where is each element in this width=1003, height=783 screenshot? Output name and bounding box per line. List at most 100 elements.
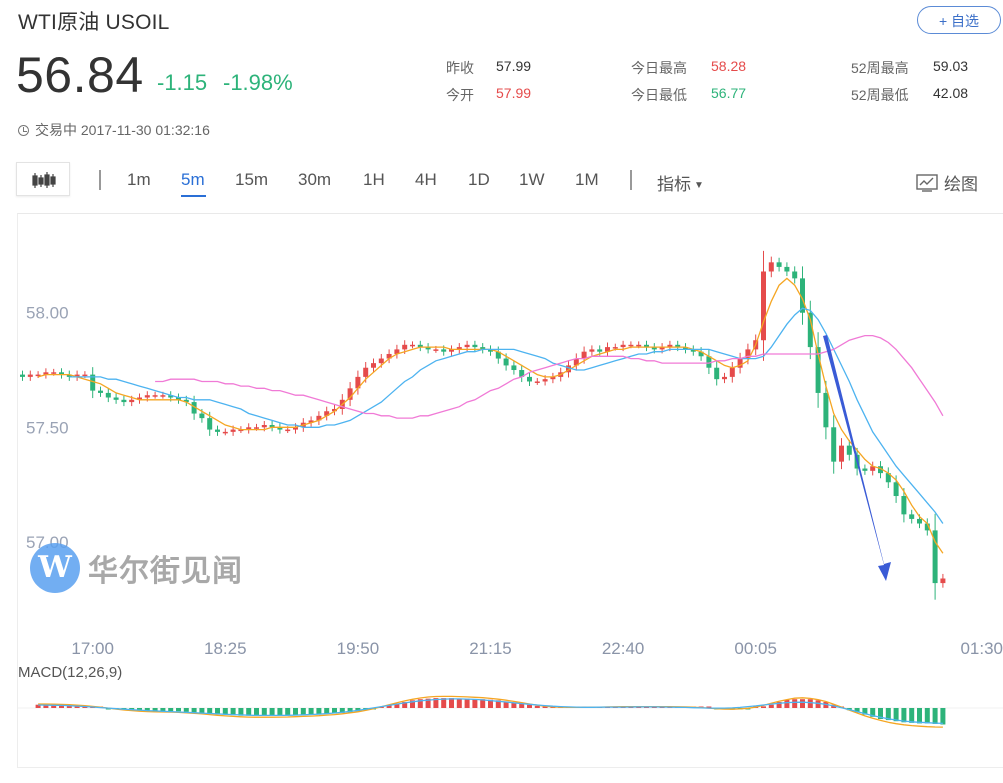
macd-bar [761,706,766,708]
period-15m[interactable]: 15m [235,170,269,189]
macd-bar [168,708,174,712]
candle [137,393,142,404]
macd-bar [480,699,486,708]
macd-bar [160,708,166,712]
candle [776,257,782,272]
draw-label: 绘图 [944,175,978,194]
candle [878,461,883,479]
last-price: 56.84 [16,47,144,103]
candle [683,343,688,354]
add-favorite-button[interactable]: + 自选 [917,6,1001,34]
stat-52w-low-label: 52周最低 [851,87,909,103]
stat-52w-high-label: 52周最高 [851,60,909,76]
macd-bar [152,708,158,712]
candle [27,370,33,381]
period-1mo[interactable]: 1M [575,170,599,189]
macd-bar [238,708,244,716]
macd-bar [534,705,540,708]
macd-bar [706,706,712,708]
candle [909,509,915,524]
candle [831,415,837,474]
wallstreetcn-logo: W [30,543,80,593]
candle [644,340,649,352]
y-tick-label: 58.00 [26,304,69,323]
candle [519,364,525,383]
macd-bar [870,708,876,717]
macd-bar [66,705,72,708]
candle [527,372,532,387]
macd-bar [144,708,150,712]
candle [277,423,283,434]
macd-bar [924,708,930,724]
macd-bar [901,708,907,723]
stat-52w-high-value: 59.03 [933,58,969,74]
x-tick-label: 22:40 [602,639,645,658]
candle [839,438,844,470]
candle [729,361,735,383]
stat-open-label: 今开 [446,87,474,103]
period-4h[interactable]: 4H [415,170,437,189]
annotation-arrow [823,335,891,581]
trading-status-text: 交易中 2017-11-30 01:32:16 [35,122,210,138]
macd-bar [425,698,431,708]
candle [66,370,72,381]
clock-icon [18,124,29,136]
candle [417,340,423,352]
macd-bar [355,708,361,712]
drawing-chart-icon [916,173,938,192]
candle [449,345,454,356]
candle [488,345,493,356]
macd-bar [792,699,798,708]
candle [690,345,696,356]
period-1d[interactable]: 1D [468,170,490,189]
macd-bar [862,708,868,715]
candle [768,256,774,278]
price-chart[interactable]: 58.00 57.50 57.00 17:00 18:25 19:50 21:15 22:4… [17,213,1003,768]
candle [152,391,158,399]
macd-bar [878,708,883,719]
stat-52w-low-value: 42.08 [933,85,969,101]
candle [246,423,252,434]
macd-bar [300,708,306,716]
macd-bar [433,698,439,708]
candle [90,367,96,399]
candle [885,467,891,489]
toolbar-divider [99,170,101,190]
macd-bar [293,708,298,716]
draw-button[interactable]: 绘图 [916,170,978,195]
macd-bar [332,708,337,714]
period-1m[interactable]: 1m [127,170,151,189]
x-tick-label: 17:00 [71,639,114,658]
macd-bar [176,708,181,712]
price-change-percent: -1.98% [223,70,293,95]
candle [43,368,49,379]
period-5m[interactable]: 5m [181,170,205,189]
period-1h[interactable]: 1H [363,170,385,189]
candle [215,425,220,436]
candle [737,352,743,374]
macd-bar [503,701,509,708]
indicators-dropdown[interactable]: 指标 ▼ [657,170,704,195]
x-tick-label: 21:15 [469,639,512,658]
candle [332,404,337,416]
macd-bar [199,708,205,713]
watermark: W 华尔街见闻 [30,543,243,593]
candle [846,439,852,461]
candle [425,343,431,354]
macd-bar [893,708,899,722]
macd-bar [339,708,345,713]
candle [347,382,353,407]
macd-bar [59,704,64,708]
macd-bar [511,702,517,708]
period-1w[interactable]: 1W [519,170,545,189]
macd-bar [386,705,392,708]
chart-type-button[interactable] [16,162,70,196]
candle [121,395,127,407]
period-30m[interactable]: 30m [298,170,332,189]
candle [98,386,103,397]
macd-bar [417,699,423,708]
ma-short-line [37,277,944,554]
macd-bar [410,700,415,708]
candle [410,341,415,349]
stat-open-value: 57.99 [496,85,532,101]
